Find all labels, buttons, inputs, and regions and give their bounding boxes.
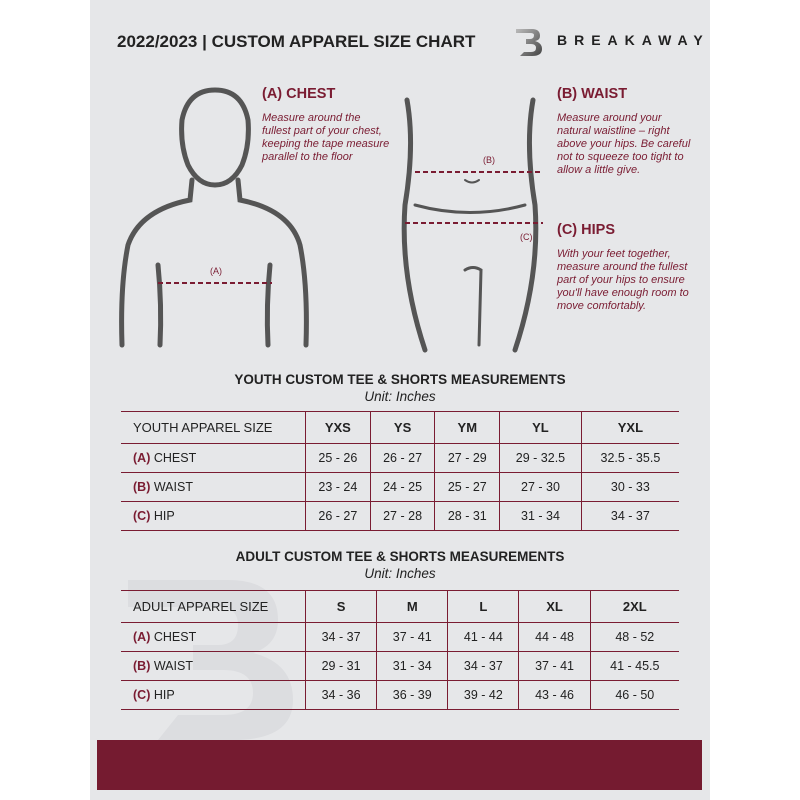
cell: 26 - 27: [305, 501, 371, 531]
cell: 41 - 44: [447, 622, 519, 652]
waist-marker: (B): [483, 155, 495, 165]
table-row: (C) HIP 26 - 27 27 - 28 28 - 31 31 - 34 34 -…: [121, 501, 679, 531]
cell: 25 - 27: [434, 472, 500, 502]
row-label: (A) CHEST: [121, 622, 306, 652]
table-header-row: YOUTH APPAREL SIZE YXS YS YM YL YXL: [121, 411, 679, 444]
cell: 27 - 29: [434, 443, 500, 473]
cell: 39 - 42: [447, 680, 519, 710]
cell: 37 - 41: [518, 651, 591, 681]
cell: 44 - 48: [518, 622, 591, 652]
adult-size-table: ADULT APPAREL SIZE S M L XL 2XL (A) CHES…: [121, 590, 679, 710]
cell: 32.5 - 35.5: [580, 443, 679, 473]
chest-marker: (A): [210, 266, 222, 276]
youth-size-table: YOUTH APPAREL SIZE YXS YS YM YL YXL (A) …: [121, 411, 679, 531]
size-header: YS: [369, 411, 435, 444]
size-header: 2XL: [589, 590, 679, 623]
cell: 36 - 39: [376, 680, 448, 710]
cell: 43 - 46: [518, 680, 591, 710]
size-header: YL: [499, 411, 582, 444]
cell: 30 - 33: [580, 472, 679, 502]
table-row: (B) WAIST 23 - 24 24 - 25 25 - 27 27 - 30 30…: [121, 472, 679, 502]
adult-unit: Unit: Inches: [364, 566, 436, 581]
cell: 48 - 52: [589, 622, 679, 652]
row-label: (B) WAIST: [121, 651, 306, 681]
brand-name: BREAKAWAY: [557, 32, 710, 48]
cell: 27 - 30: [499, 472, 582, 502]
cell: 23 - 24: [305, 472, 371, 502]
size-header: L: [447, 590, 519, 623]
size-header: S: [304, 590, 377, 623]
waist-description: Measure around your natural waistline – …: [557, 112, 691, 176]
size-header: YXS: [305, 411, 371, 444]
row-label: (C) HIP: [121, 680, 306, 710]
chest-title: (A) CHEST: [262, 86, 336, 102]
row-label: (C) HIP: [121, 501, 306, 531]
cell: 37 - 41: [376, 622, 448, 652]
table-row: (A) CHEST 25 - 26 26 - 27 27 - 29 29 - 32.5…: [121, 443, 679, 473]
cell: 46 - 50: [589, 680, 679, 710]
footer-band: [97, 740, 702, 790]
cell: 28 - 31: [434, 501, 500, 531]
upper-body-illustration: [119, 87, 309, 348]
size-header: XL: [518, 590, 591, 623]
cell: 34 - 37: [304, 622, 377, 652]
cell: 27 - 28: [369, 501, 435, 531]
lower-body-illustration: [401, 97, 543, 353]
hips-marker: (C): [520, 232, 533, 242]
row-label: (A) CHEST: [121, 443, 306, 473]
cell: 24 - 25: [369, 472, 435, 502]
cell: 34 - 36: [304, 680, 377, 710]
cell: 29 - 32.5: [499, 443, 582, 473]
chest-description: Measure around the fullest part of your …: [262, 112, 390, 163]
youth-section-title: YOUTH CUSTOM TEE & SHORTS MEASUREMENTS: [234, 372, 566, 387]
size-header: YM: [434, 411, 500, 444]
size-header: YXL: [580, 411, 679, 444]
page-title: 2022/2023 | CUSTOM APPAREL SIZE CHART: [117, 32, 476, 51]
cell: 26 - 27: [369, 443, 435, 473]
cell: 31 - 34: [376, 651, 448, 681]
cell: 31 - 34: [499, 501, 582, 531]
table-row: (B) WAIST 29 - 31 31 - 34 34 - 37 37 - 41 41…: [121, 651, 679, 681]
waist-title: (B) WAIST: [557, 86, 628, 102]
hips-title: (C) HIPS: [557, 222, 615, 238]
header-label: YOUTH APPAREL SIZE: [121, 411, 306, 444]
cell: 29 - 31: [304, 651, 377, 681]
row-label: (B) WAIST: [121, 472, 306, 502]
hips-description: With your feet together, measure around …: [557, 248, 689, 312]
cell: 34 - 37: [580, 501, 679, 531]
size-header: M: [376, 590, 448, 623]
cell: 34 - 37: [447, 651, 519, 681]
cell: 25 - 26: [305, 443, 371, 473]
table-header-row: ADULT APPAREL SIZE S M L XL 2XL: [121, 590, 679, 623]
header-label: ADULT APPAREL SIZE: [121, 590, 306, 623]
adult-section-title: ADULT CUSTOM TEE & SHORTS MEASUREMENTS: [235, 549, 565, 564]
table-row: (A) CHEST 34 - 37 37 - 41 41 - 44 44 - 48 48…: [121, 622, 679, 652]
breakaway-logo-icon: [516, 29, 542, 56]
table-row: (C) HIP 34 - 36 36 - 39 39 - 42 43 - 46 46 -…: [121, 680, 679, 710]
cell: 41 - 45.5: [589, 651, 679, 681]
youth-unit: Unit: Inches: [364, 389, 436, 404]
